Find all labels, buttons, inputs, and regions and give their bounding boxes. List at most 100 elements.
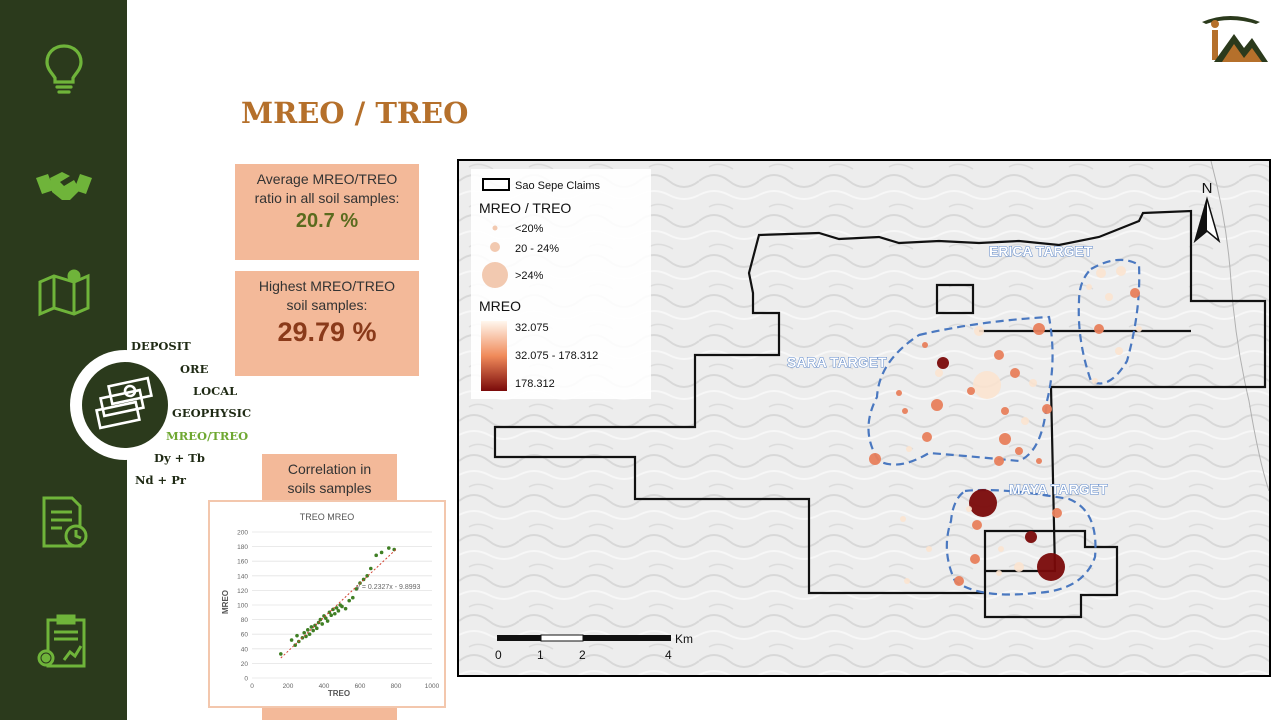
sample-point xyxy=(994,456,1004,466)
correlation-card-line1: Correlation in xyxy=(287,461,372,477)
chart-point xyxy=(347,598,351,603)
chart-point xyxy=(318,617,323,622)
lightbulb-icon[interactable] xyxy=(34,38,94,98)
sample-point xyxy=(1042,404,1052,414)
sample-point xyxy=(999,433,1011,445)
sample-point xyxy=(1130,288,1140,298)
handshake-icon[interactable] xyxy=(34,156,94,216)
chart-y-tick: 140 xyxy=(237,573,248,580)
chart-point xyxy=(333,611,337,616)
chart-y-tick: 180 xyxy=(237,544,248,551)
sample-point xyxy=(1052,508,1062,518)
sample-point xyxy=(926,546,932,552)
chart-x-tick: 600 xyxy=(355,683,366,690)
chart-point xyxy=(354,587,359,591)
claims-map[interactable]: ERICA TARGET SARA TARGET MAYA TARGET Sao… xyxy=(457,159,1271,677)
chart-point xyxy=(365,574,369,578)
legend-ratio-title: MREO / TREO xyxy=(479,200,571,216)
scale-label-4: 4 xyxy=(665,648,672,662)
nav-item-geophysic[interactable]: GEOPHYSIC xyxy=(172,406,252,420)
chart-point xyxy=(309,625,314,629)
sample-point xyxy=(1033,323,1045,335)
chart-point xyxy=(289,638,294,642)
nav-item-deposit[interactable]: DEPOSIT xyxy=(131,339,191,353)
legend-mreo-range: 32.075 - 178.312 xyxy=(515,350,598,362)
sample-point xyxy=(1001,407,1009,415)
legend-mreo-title: MREO xyxy=(479,298,521,314)
highest-card-line1: Highest MREO/TREO xyxy=(258,278,396,294)
chart-y-tick: 160 xyxy=(237,559,248,566)
clipboard-chart-icon[interactable] xyxy=(34,612,94,672)
legend-claims-label: Sao Sepe Claims xyxy=(515,180,600,192)
correlation-chart: TREO MREO TREO MREO 0 20 40 60 80 100 120 140 16… xyxy=(208,500,446,708)
sample-points xyxy=(869,266,1142,586)
sample-point xyxy=(1036,458,1042,464)
chart-x-tick: 400 xyxy=(319,683,330,690)
report-icon[interactable] xyxy=(34,492,94,552)
sample-point xyxy=(966,506,972,512)
correlation-card-line2: soils samples xyxy=(287,480,372,496)
average-card-line2: ratio in all soil samples: xyxy=(254,190,400,206)
chart-point xyxy=(369,566,373,571)
sample-point xyxy=(998,546,1004,552)
scale-label-2: 2 xyxy=(579,648,586,662)
sample-point xyxy=(1105,293,1113,301)
sample-point xyxy=(904,578,910,584)
chart-point xyxy=(315,626,319,631)
sample-point xyxy=(922,432,932,442)
correlation-card-footer xyxy=(262,706,397,720)
sample-point xyxy=(1136,326,1142,332)
company-logo xyxy=(1200,12,1270,64)
chart-x-tick: 1000 xyxy=(425,683,440,690)
average-card-line1: Average MREO/TREO xyxy=(256,171,398,187)
chart-point xyxy=(379,550,384,555)
target-label-sara: SARA TARGET xyxy=(787,354,887,370)
chart-point xyxy=(279,652,283,656)
chart-y-tick: 0 xyxy=(244,676,248,683)
legend-ratio-large-dot xyxy=(482,262,508,288)
chart-point xyxy=(325,619,330,623)
sample-point xyxy=(969,489,997,517)
legend-claims-swatch xyxy=(482,178,510,191)
sample-point xyxy=(972,520,982,530)
legend-ratio-class-3: >24% xyxy=(515,270,544,282)
money-stack-icon[interactable] xyxy=(82,362,168,448)
chart-title: TREO MREO xyxy=(300,512,355,522)
nav-item-ore[interactable]: ORE xyxy=(180,362,209,376)
nav-item-nd-pr[interactable]: Nd + Pr xyxy=(135,473,186,487)
sample-point xyxy=(1029,379,1037,387)
trendline-label: y = 0.2327x - 9.8993 xyxy=(356,584,420,591)
chart-point xyxy=(320,622,324,626)
scale-unit: Km xyxy=(675,632,693,646)
chart-point xyxy=(311,628,315,633)
sample-point xyxy=(1092,378,1098,384)
nav-item-local[interactable]: LOCAL xyxy=(193,384,238,398)
sample-point xyxy=(994,350,1004,360)
chart-y-tick: 200 xyxy=(237,530,248,537)
sample-point xyxy=(1037,553,1065,581)
sample-point xyxy=(1025,531,1037,543)
chart-x-label: TREO xyxy=(328,689,350,698)
chart-point xyxy=(340,604,344,609)
chart-x-tick: 0 xyxy=(250,683,254,690)
sample-point xyxy=(1094,324,1104,334)
sample-point xyxy=(900,516,906,522)
map-icon[interactable] xyxy=(34,262,94,322)
highest-card-line2: soil samples: xyxy=(286,297,368,313)
legend-ratio-small-dot xyxy=(492,225,498,231)
sample-point xyxy=(1096,268,1106,278)
target-label-erica: ERICA TARGET xyxy=(989,243,1093,259)
nav-item-mreo-treo[interactable]: MREO/TREO xyxy=(166,429,249,443)
nav-item-dy-tb[interactable]: Dy + Tb xyxy=(154,451,205,465)
sample-point xyxy=(974,326,984,336)
average-value: 20.7 % xyxy=(295,210,359,232)
chart-point xyxy=(295,633,299,638)
average-card: Average MREO/TREO ratio in all soil samp… xyxy=(235,164,419,260)
legend-ratio-class-1: <20% xyxy=(515,223,544,235)
claims-boundary xyxy=(493,209,1267,619)
chart-point xyxy=(334,606,339,610)
highest-value: 29.79 % xyxy=(277,317,377,347)
chart-x-tick: 200 xyxy=(283,683,294,690)
page-title: MREO / TREO xyxy=(241,96,469,130)
legend-ratio-class-2: 20 - 24% xyxy=(515,243,559,255)
